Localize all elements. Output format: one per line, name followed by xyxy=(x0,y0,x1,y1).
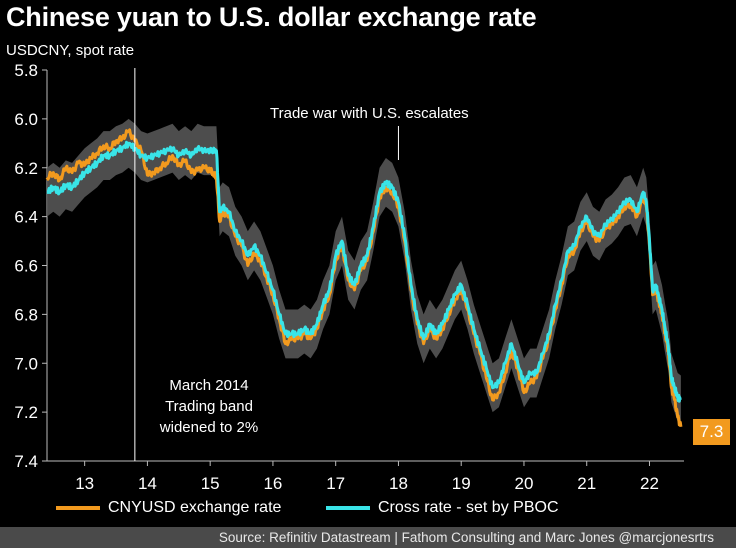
chart-title: Chinese yuan to U.S. dollar exchange rat… xyxy=(6,2,537,32)
annotation-line-3: widened to 2% xyxy=(159,419,259,436)
legend-item-cnyusd: CNYUSD exchange rate xyxy=(56,499,281,517)
y-tick-label: 6.4 xyxy=(14,208,38,227)
legend-swatch-orange xyxy=(56,506,100,510)
chart-canvas: 5.8 6.0 6.2 6.4 6.6 6.8 7.0 7.2 7.4 13 14 15 16 17 18 1… xyxy=(14,61,684,493)
x-tick-label: 16 xyxy=(263,474,282,493)
annotation-line-2: Trading band xyxy=(165,398,253,415)
legend-label: Cross rate - set by PBOC xyxy=(378,499,559,516)
legend: CNYUSD exchange rate Cross rate - set by… xyxy=(0,499,736,525)
x-tick-label: 19 xyxy=(452,474,471,493)
y-tick-label: 7.2 xyxy=(14,403,38,422)
series-line-cross-rate xyxy=(46,140,682,403)
march-2014-annotation: March 2014 Trading band widened to 2% xyxy=(147,375,271,438)
y-tick-label: 6.8 xyxy=(14,305,38,324)
tick-layer: 5.8 6.0 6.2 6.4 6.6 6.8 7.0 7.2 7.4 13 14 15 16 17 18 1… xyxy=(14,61,659,493)
y-tick-label: 6.0 xyxy=(14,110,38,129)
series-layer xyxy=(45,128,683,427)
x-tick-label: 20 xyxy=(515,474,534,493)
y-tick-label: 7.0 xyxy=(14,354,38,373)
source-footer: Source: Refinitiv Datastream | Fathom Co… xyxy=(0,527,736,548)
x-tick-label: 22 xyxy=(640,474,659,493)
legend-item-cross-rate: Cross rate - set by PBOC xyxy=(326,499,559,517)
last-value-badge: 7.3 xyxy=(693,419,730,445)
y-tick-label: 7.4 xyxy=(14,452,38,471)
annotation-line-1: March 2014 xyxy=(169,377,249,394)
legend-label: CNYUSD exchange rate xyxy=(108,499,282,516)
chart-subtitle: USDCNY, spot rate xyxy=(6,42,135,59)
x-tick-label: 15 xyxy=(201,474,220,493)
x-tick-label: 13 xyxy=(75,474,94,493)
y-tick-label: 6.2 xyxy=(14,159,38,178)
x-tick-label: 14 xyxy=(138,474,157,493)
trade-war-annotation: Trade war with U.S. escalates xyxy=(270,105,469,122)
x-tick-label: 21 xyxy=(577,474,596,493)
band-layer xyxy=(47,118,681,425)
trading-band-area xyxy=(47,118,681,425)
y-tick-label: 6.6 xyxy=(14,257,38,276)
event-layer xyxy=(134,68,399,461)
y-tick-label: 5.8 xyxy=(14,61,38,80)
x-tick-label: 18 xyxy=(389,474,408,493)
legend-swatch-cyan xyxy=(326,506,370,510)
x-tick-label: 17 xyxy=(326,474,345,493)
